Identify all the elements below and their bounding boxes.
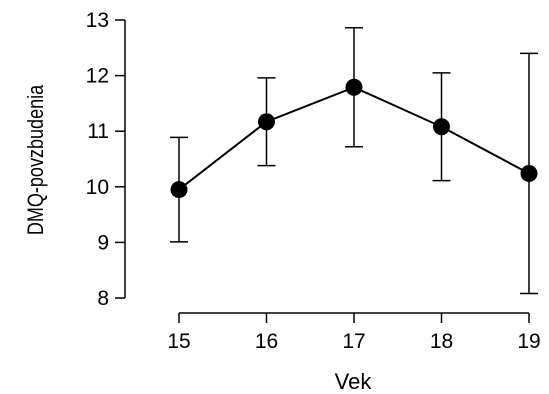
data-point xyxy=(170,181,188,199)
error-bars xyxy=(170,27,538,295)
x-tick-label: 16 xyxy=(255,330,278,353)
data-point xyxy=(433,118,450,136)
y-axis: 8 9 10 11 12 13 xyxy=(86,9,126,310)
y-tick-label: 8 xyxy=(97,287,109,310)
y-axis-label: DMQ-povzbudenia xyxy=(24,84,48,235)
data-points xyxy=(170,78,538,199)
y-tick-label: 13 xyxy=(86,9,109,32)
x-axis-label: Vek xyxy=(335,369,373,394)
x-tick-label: 19 xyxy=(517,330,540,353)
y-tick-label: 11 xyxy=(87,120,109,143)
x-axis: 15 16 17 18 19 xyxy=(167,312,541,353)
x-tick-label: 18 xyxy=(430,330,453,353)
x-tick-label: 17 xyxy=(342,330,365,353)
y-tick-label: 9 xyxy=(97,231,109,254)
data-point xyxy=(345,78,363,96)
x-tick-label: 15 xyxy=(167,330,190,353)
data-point xyxy=(520,164,538,182)
y-tick-label: 10 xyxy=(86,176,109,199)
y-tick-label: 12 xyxy=(86,65,109,88)
data-point xyxy=(258,113,275,131)
